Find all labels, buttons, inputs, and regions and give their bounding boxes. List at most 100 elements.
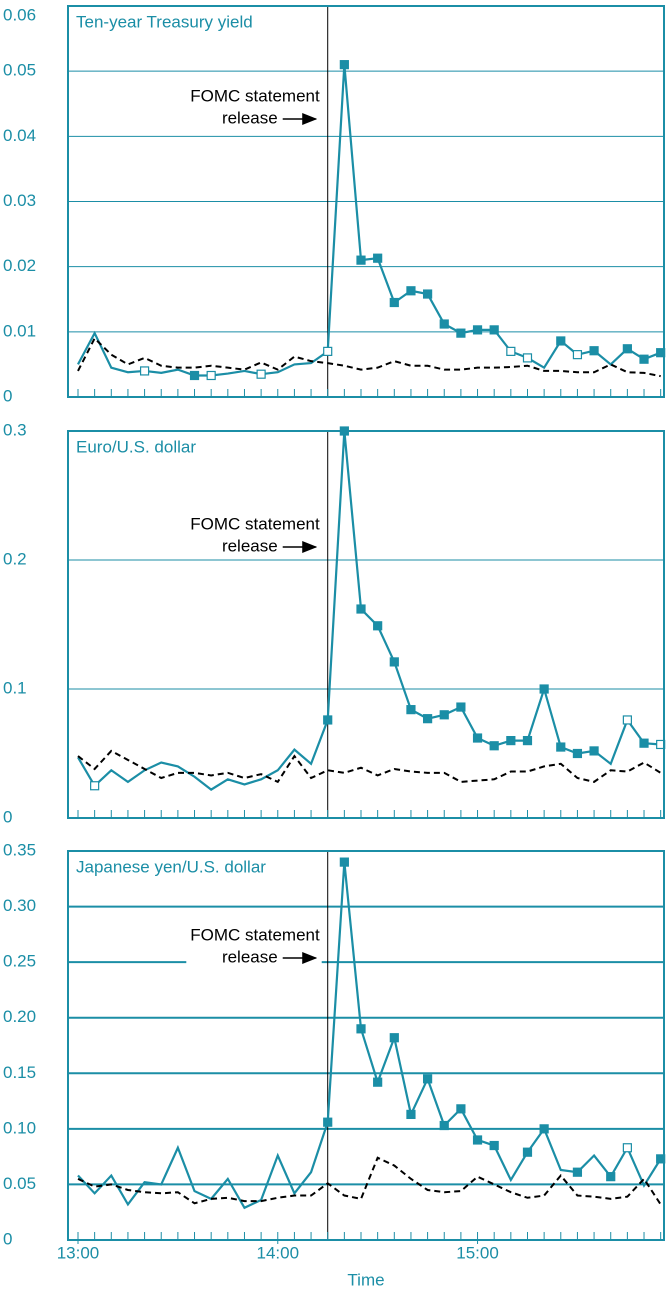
marker — [339, 60, 349, 70]
y-tick-label: 0.01 — [3, 321, 36, 340]
marker — [373, 621, 383, 631]
marker — [323, 346, 333, 356]
annotation-background — [186, 86, 322, 128]
marker — [522, 1147, 533, 1157]
series-line — [77, 430, 661, 791]
marker — [356, 604, 366, 614]
y-tick-label: 0 — [3, 1229, 12, 1248]
marker — [489, 741, 499, 751]
marker — [389, 1033, 399, 1043]
marker — [439, 1120, 449, 1131]
marker — [456, 702, 466, 712]
marker — [472, 1135, 483, 1145]
panel-title: Ten-year Treasury yield — [76, 12, 253, 31]
y-tick-label: 0.05 — [3, 61, 36, 80]
annotation: FOMC statement — [190, 925, 320, 944]
y-tick-label: 0.30 — [3, 896, 36, 915]
marker — [356, 1024, 366, 1034]
marker — [539, 684, 549, 694]
marker — [406, 286, 416, 296]
marker — [589, 746, 599, 756]
y-tick-label: 0.10 — [3, 1118, 36, 1137]
y-tick-label: 0.1 — [3, 678, 27, 697]
series-line — [77, 862, 662, 1210]
marker — [622, 1143, 632, 1153]
y-tick-label: 0.15 — [3, 1063, 36, 1082]
marker — [522, 735, 533, 746]
marker — [422, 289, 433, 299]
marker — [406, 705, 416, 715]
panel-title: Euro/U.S. dollar — [76, 437, 196, 456]
marker — [189, 370, 200, 381]
plot-frame — [67, 430, 665, 819]
series-line — [77, 336, 661, 378]
marker — [572, 1167, 583, 1177]
marker — [489, 325, 499, 335]
marker — [539, 1124, 549, 1134]
y-tick-label: 0.35 — [3, 840, 36, 859]
marker — [373, 1077, 383, 1087]
x-tick-label: 14:00 — [256, 1243, 299, 1262]
marker — [472, 325, 483, 335]
annotation-background — [186, 514, 322, 556]
marker — [339, 857, 349, 867]
marker — [556, 742, 566, 752]
series-line — [77, 64, 662, 377]
y-tick-label: 0 — [3, 807, 12, 826]
series-line — [77, 749, 662, 784]
marker — [422, 1074, 433, 1084]
marker — [572, 350, 583, 360]
marker — [256, 369, 266, 379]
y-tick-label: 0.2 — [3, 549, 27, 568]
annotation: FOMC statement — [190, 514, 320, 533]
x-tick-label: 13:00 — [57, 1243, 100, 1262]
annotation: release — [222, 108, 278, 127]
marker — [389, 657, 399, 667]
y-tick-label: 0.06 — [3, 5, 36, 24]
y-tick-label: 0.03 — [3, 191, 36, 210]
marker — [589, 346, 599, 356]
y-tick-label: 0.25 — [3, 952, 36, 971]
marker — [556, 336, 566, 346]
marker — [389, 297, 399, 308]
marker — [356, 255, 366, 265]
marker — [572, 748, 583, 759]
marker — [323, 1117, 333, 1127]
marker — [639, 738, 649, 748]
panel-title: Japanese yen/U.S. dollar — [76, 857, 266, 876]
marker — [439, 710, 449, 720]
marker — [422, 714, 433, 724]
annotation: release — [222, 536, 278, 555]
marker — [472, 733, 483, 743]
marker — [606, 1172, 616, 1182]
y-tick-label: 0.04 — [3, 126, 36, 145]
marker — [639, 354, 649, 364]
marker — [506, 346, 516, 356]
y-tick-label: 0.3 — [3, 420, 27, 439]
marker — [90, 781, 100, 791]
marker — [139, 366, 150, 376]
marker — [456, 1104, 466, 1114]
y-tick-label: 0.02 — [3, 256, 36, 275]
x-tick-label: 15:00 — [456, 1243, 499, 1262]
y-tick-label: 0 — [3, 386, 12, 405]
marker — [622, 344, 632, 354]
annotation: FOMC statement — [190, 86, 320, 105]
annotation-background — [186, 925, 322, 967]
y-tick-label: 0.20 — [3, 1007, 36, 1026]
plot-frame — [67, 5, 665, 398]
marker — [406, 1109, 416, 1120]
plot-frame — [67, 850, 665, 1241]
marker — [323, 715, 333, 725]
marker — [489, 1140, 499, 1151]
x-axis-label: Time — [347, 1270, 384, 1289]
marker — [522, 353, 533, 363]
marker — [506, 735, 516, 746]
marker — [206, 370, 216, 381]
y-tick-label: 0.05 — [3, 1174, 36, 1193]
marker — [622, 715, 632, 725]
marker — [439, 319, 449, 329]
marker — [456, 328, 466, 338]
marker — [373, 253, 383, 263]
